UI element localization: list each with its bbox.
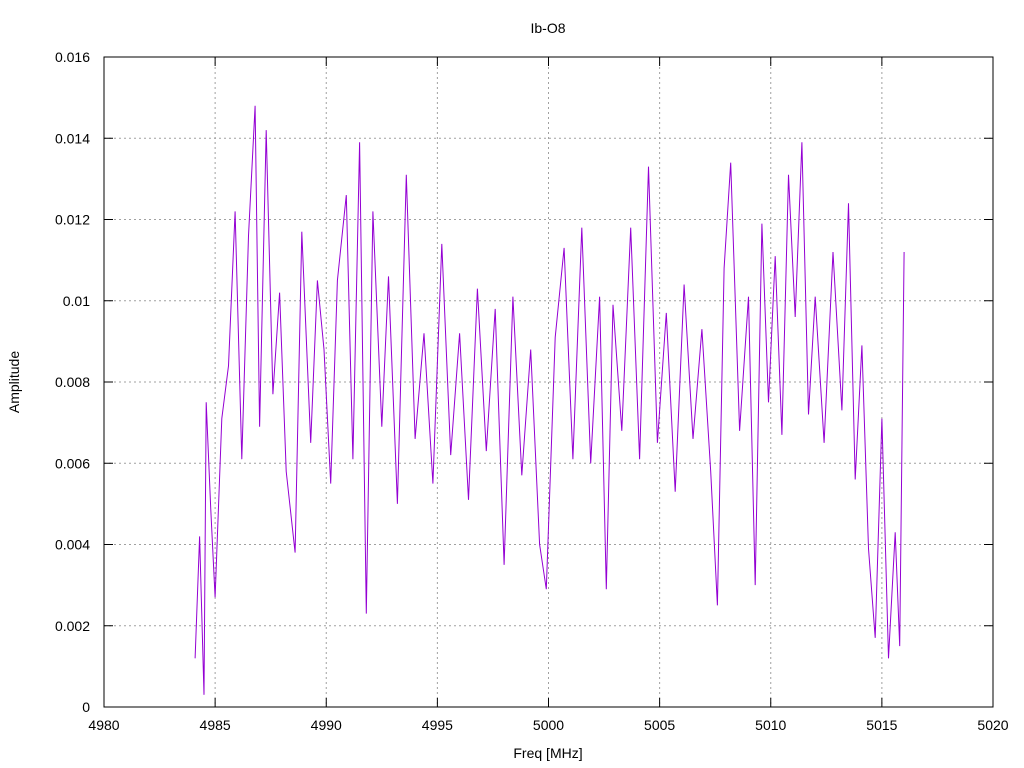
x-tick-label: 4995: [422, 717, 453, 733]
y-tick-label: 0.012: [55, 212, 90, 228]
chart-title: Ib-O8: [530, 20, 565, 36]
y-tick-label: 0.008: [55, 374, 90, 390]
tick-marks: [103, 56, 994, 708]
x-tick-label: 5005: [644, 717, 675, 733]
x-tick-label: 5010: [755, 717, 786, 733]
y-tick-label: 0.006: [55, 455, 90, 471]
y-axis-label: Amplitude: [6, 351, 22, 413]
y-tick-label: 0: [82, 699, 90, 715]
x-tick-label: 5015: [866, 717, 897, 733]
series-line: [194, 105, 905, 695]
grid: [104, 57, 993, 707]
y-tick-label: 0.01: [63, 293, 90, 309]
x-tick-label: 4985: [200, 717, 231, 733]
y-tick-label: 0.002: [55, 618, 90, 634]
x-tick-label: 5000: [533, 717, 564, 733]
x-tick-label: 4990: [311, 717, 342, 733]
y-tick-labels: 0 0.002 0.004 0.006 0.008 0.01 0.012 0.014 0.016: [55, 49, 90, 715]
y-tick-label: 0.016: [55, 49, 90, 65]
y-tick-label: 0.014: [55, 130, 90, 146]
x-tick-label: 5020: [977, 717, 1008, 733]
y-tick-label: 0.004: [55, 537, 90, 553]
x-tick-labels: 4980 4985 4990 4995 5000 5005 5010 5015 5020: [88, 717, 1008, 733]
x-tick-label: 4980: [88, 717, 119, 733]
x-axis-label: Freq [MHz]: [513, 745, 582, 761]
